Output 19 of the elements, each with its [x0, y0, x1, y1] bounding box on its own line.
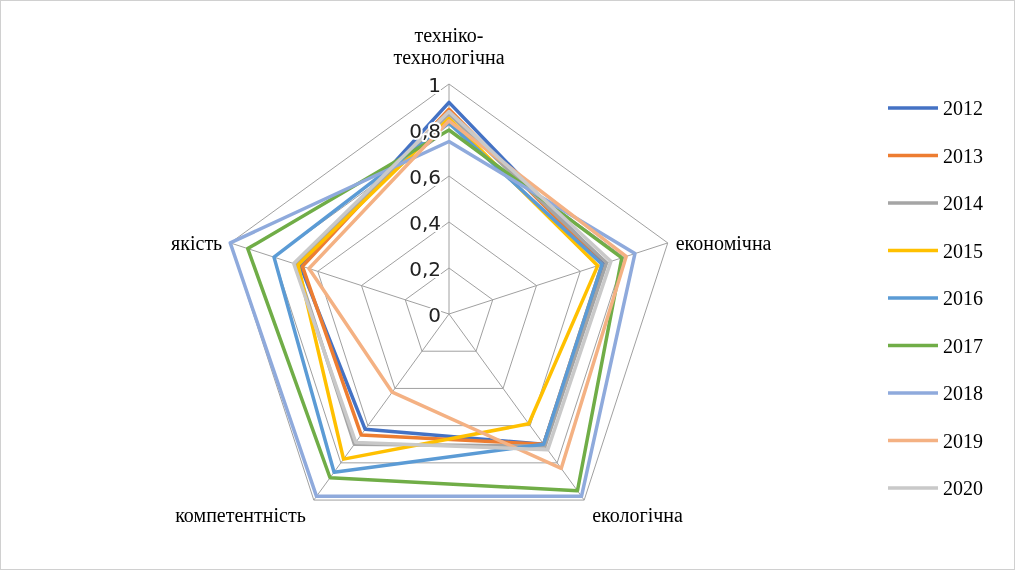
spoke-label: компетентність [175, 504, 306, 527]
legend-label: 2016 [943, 287, 983, 309]
y-tick-label: 1 [428, 73, 441, 97]
y-tick-label: 0,4 [409, 211, 441, 235]
legend-label: 2015 [943, 239, 983, 262]
legend-label: 2012 [943, 97, 983, 119]
legend-label: 2017 [943, 334, 983, 357]
y-tick-label: 0,2 [409, 257, 441, 281]
spoke-label: техніко-технологічна [393, 24, 505, 68]
legend-label: 2020 [943, 477, 983, 499]
spoke-label: економічна [675, 231, 772, 254]
spoke-label: екологічна [592, 504, 684, 527]
y-tick-label: 0,6 [409, 165, 441, 189]
legend-label: 2013 [943, 144, 983, 167]
legend-label: 2019 [943, 429, 983, 452]
legend-label: 2014 [943, 192, 983, 214]
spoke-label: якість [171, 231, 223, 254]
y-tick-label: 0 [428, 303, 441, 327]
legend-label: 2018 [943, 382, 983, 404]
